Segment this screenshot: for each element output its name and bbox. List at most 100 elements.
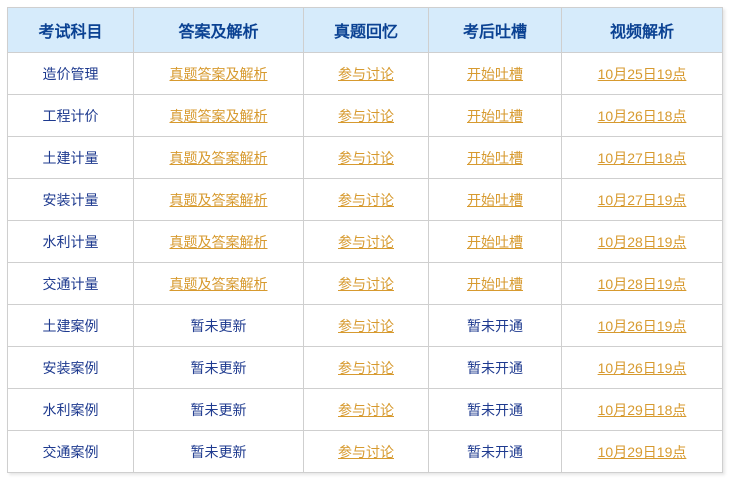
answer-cell: 暂未更新 [133, 304, 304, 347]
answer-link[interactable]: 真题及答案解析 [169, 149, 268, 166]
comment-cell: 开始吐槽 [428, 136, 562, 179]
video-cell: 10月27日19点 [561, 178, 723, 221]
comment-link[interactable]: 开始吐槽 [467, 275, 523, 292]
answer-link[interactable]: 真题及答案解析 [169, 233, 268, 250]
col-header-subject: 考试科目 [7, 7, 134, 53]
discussion-link[interactable]: 参与讨论 [338, 107, 394, 124]
answer-link[interactable]: 真题答案及解析 [169, 107, 268, 124]
recall-cell: 参与讨论 [303, 220, 429, 263]
recall-cell: 参与讨论 [303, 136, 429, 179]
discussion-link[interactable]: 参与讨论 [338, 359, 394, 376]
subject-cell: 交通案例 [7, 430, 134, 473]
answer-link[interactable]: 真题及答案解析 [169, 191, 268, 208]
answer-cell: 真题及答案解析 [133, 136, 304, 179]
video-time-link[interactable]: 10月27日18点 [597, 149, 687, 166]
comment-status: 暂未开通 [467, 359, 523, 376]
table-row: 安装案例 暂未更新 参与讨论 暂未开通 10月26日19点 [7, 346, 723, 389]
discussion-link[interactable]: 参与讨论 [338, 443, 394, 460]
table-row: 水利案例 暂未更新 参与讨论 暂未开通 10月29日18点 [7, 388, 723, 431]
subject-cell: 土建计量 [7, 136, 134, 179]
answer-link[interactable]: 真题及答案解析 [169, 275, 268, 292]
comment-cell: 暂未开通 [428, 346, 562, 389]
table-row: 土建案例 暂未更新 参与讨论 暂未开通 10月26日19点 [7, 304, 723, 347]
video-time-link[interactable]: 10月29日19点 [597, 443, 687, 460]
comment-cell: 开始吐槽 [428, 94, 562, 137]
video-cell: 10月27日18点 [561, 136, 723, 179]
comment-link[interactable]: 开始吐槽 [467, 107, 523, 124]
subject-cell: 水利计量 [7, 220, 134, 263]
subject-cell: 工程计价 [7, 94, 134, 137]
answer-status: 暂未更新 [190, 401, 247, 418]
comment-link[interactable]: 开始吐槽 [467, 149, 523, 166]
comment-link[interactable]: 开始吐槽 [467, 191, 523, 208]
discussion-link[interactable]: 参与讨论 [338, 191, 394, 208]
answer-status: 暂未更新 [190, 443, 247, 460]
video-cell: 10月28日19点 [561, 262, 723, 305]
table-row: 水利计量 真题及答案解析 参与讨论 开始吐槽 10月28日19点 [7, 220, 723, 263]
recall-cell: 参与讨论 [303, 388, 429, 431]
table-row: 交通案例 暂未更新 参与讨论 暂未开通 10月29日19点 [7, 430, 723, 473]
answer-cell: 暂未更新 [133, 430, 304, 473]
exam-info-panel: 考试科目 答案及解析 真题回忆 考后吐槽 视频解析 造价管理 真题答案及解析 参… [7, 7, 723, 473]
answer-cell: 真题及答案解析 [133, 220, 304, 263]
recall-cell: 参与讨论 [303, 94, 429, 137]
table-row: 安装计量 真题及答案解析 参与讨论 开始吐槽 10月27日19点 [7, 178, 723, 221]
video-cell: 10月26日19点 [561, 304, 723, 347]
col-header-comment: 考后吐槽 [428, 7, 562, 53]
discussion-link[interactable]: 参与讨论 [338, 233, 394, 250]
video-cell: 10月29日18点 [561, 388, 723, 431]
exam-answers-table: 考试科目 答案及解析 真题回忆 考后吐槽 视频解析 造价管理 真题答案及解析 参… [7, 7, 723, 473]
video-time-link[interactable]: 10月29日18点 [597, 401, 687, 418]
answer-cell: 真题答案及解析 [133, 94, 304, 137]
video-cell: 10月25日19点 [561, 52, 723, 95]
comment-status: 暂未开通 [467, 443, 523, 460]
comment-status: 暂未开通 [467, 317, 523, 334]
comment-cell: 暂未开通 [428, 388, 562, 431]
discussion-link[interactable]: 参与讨论 [338, 317, 394, 334]
subject-cell: 安装计量 [7, 178, 134, 221]
video-time-link[interactable]: 10月26日19点 [597, 359, 687, 376]
subject-cell: 交通计量 [7, 262, 134, 305]
comment-cell: 暂未开通 [428, 430, 562, 473]
video-cell: 10月29日19点 [561, 430, 723, 473]
recall-cell: 参与讨论 [303, 430, 429, 473]
table-row: 土建计量 真题及答案解析 参与讨论 开始吐槽 10月27日18点 [7, 136, 723, 179]
discussion-link[interactable]: 参与讨论 [338, 65, 394, 82]
answer-cell: 暂未更新 [133, 388, 304, 431]
discussion-link[interactable]: 参与讨论 [338, 275, 394, 292]
discussion-link[interactable]: 参与讨论 [338, 401, 394, 418]
answer-link[interactable]: 真题答案及解析 [169, 65, 268, 82]
comment-link[interactable]: 开始吐槽 [467, 65, 523, 82]
video-cell: 10月26日19点 [561, 346, 723, 389]
table-row: 工程计价 真题答案及解析 参与讨论 开始吐槽 10月26日18点 [7, 94, 723, 137]
video-time-link[interactable]: 10月26日18点 [597, 107, 687, 124]
answer-cell: 真题答案及解析 [133, 52, 304, 95]
answer-status: 暂未更新 [190, 359, 247, 376]
comment-cell: 开始吐槽 [428, 52, 562, 95]
recall-cell: 参与讨论 [303, 304, 429, 347]
video-time-link[interactable]: 10月27日19点 [597, 191, 687, 208]
comment-cell: 开始吐槽 [428, 262, 562, 305]
col-header-video: 视频解析 [561, 7, 723, 53]
video-cell: 10月26日18点 [561, 94, 723, 137]
comment-status: 暂未开通 [467, 401, 523, 418]
recall-cell: 参与讨论 [303, 262, 429, 305]
recall-cell: 参与讨论 [303, 346, 429, 389]
video-time-link[interactable]: 10月26日19点 [597, 317, 687, 334]
answer-cell: 真题及答案解析 [133, 262, 304, 305]
video-time-link[interactable]: 10月28日19点 [597, 233, 687, 250]
comment-link[interactable]: 开始吐槽 [467, 233, 523, 250]
table-row: 交通计量 真题及答案解析 参与讨论 开始吐槽 10月28日19点 [7, 262, 723, 305]
table-row: 造价管理 真题答案及解析 参与讨论 开始吐槽 10月25日19点 [7, 52, 723, 95]
discussion-link[interactable]: 参与讨论 [338, 149, 394, 166]
answer-cell: 暂未更新 [133, 346, 304, 389]
video-time-link[interactable]: 10月25日19点 [597, 65, 687, 82]
answer-cell: 真题及答案解析 [133, 178, 304, 221]
comment-cell: 暂未开通 [428, 304, 562, 347]
subject-cell: 安装案例 [7, 346, 134, 389]
video-time-link[interactable]: 10月28日19点 [597, 275, 687, 292]
subject-cell: 水利案例 [7, 388, 134, 431]
comment-cell: 开始吐槽 [428, 220, 562, 263]
subject-cell: 土建案例 [7, 304, 134, 347]
col-header-recall: 真题回忆 [303, 7, 429, 53]
